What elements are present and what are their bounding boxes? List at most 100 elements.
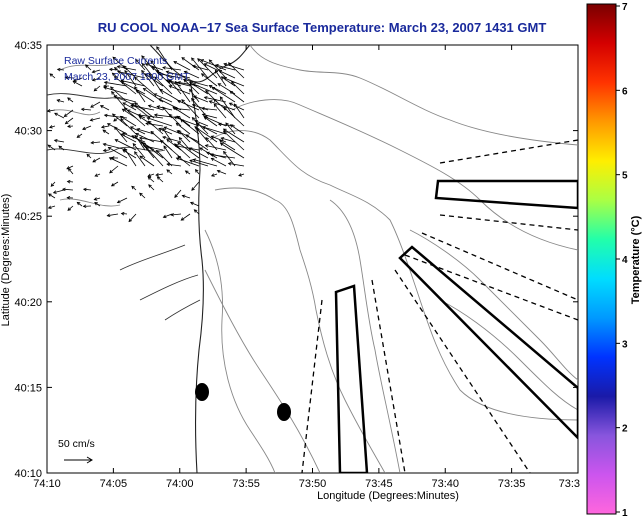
- current-vector-head: [112, 56, 117, 61]
- current-vector-head: [136, 127, 141, 132]
- current-vector: [67, 97, 74, 103]
- x-tick-label: 73:45: [365, 478, 393, 490]
- buoy-marker: [277, 403, 291, 421]
- current-vector-head: [91, 69, 96, 74]
- current-vector: [174, 116, 200, 127]
- current-vector-head: [102, 148, 107, 153]
- current-vector: [148, 120, 164, 135]
- current-vector-head: [64, 120, 69, 125]
- current-vector: [201, 73, 218, 87]
- current-vector: [223, 151, 236, 167]
- current-vector-head: [194, 126, 198, 130]
- current-vector-head: [208, 59, 213, 63]
- current-vector-head: [76, 134, 81, 138]
- current-vector: [192, 83, 218, 95]
- current-vector-head: [148, 72, 152, 77]
- current-vector-head: [162, 106, 166, 111]
- current-vector: [121, 213, 128, 215]
- current-vector-head: [191, 97, 195, 102]
- current-vector: [139, 192, 146, 199]
- current-vector: [109, 68, 119, 71]
- current-vector-head: [222, 128, 227, 132]
- current-vector-head: [119, 115, 124, 120]
- current-vector-head: [229, 124, 234, 128]
- current-vector-head: [223, 62, 228, 67]
- current-vector-head: [163, 126, 168, 130]
- current-vector: [85, 64, 92, 71]
- current-vector: [94, 173, 101, 177]
- current-vector: [231, 81, 245, 95]
- current-vector: [182, 195, 191, 199]
- current-vector-head: [103, 80, 108, 85]
- current-vector-head: [238, 173, 242, 177]
- current-vector: [130, 105, 155, 111]
- current-vector-head: [132, 143, 137, 147]
- current-vector-head: [111, 72, 116, 77]
- current-vector-head: [145, 146, 150, 151]
- current-vector-head: [154, 76, 158, 81]
- legend-line2: March 23, 2007 1500 GMT: [64, 71, 190, 83]
- bay-outline: [47, 93, 201, 321]
- current-vector-head: [113, 118, 117, 122]
- current-vector-head: [141, 55, 145, 59]
- current-vector-head: [147, 173, 152, 177]
- current-vector-head: [168, 85, 173, 89]
- current-vector-head: [220, 76, 225, 80]
- current-vector-head: [193, 209, 198, 213]
- current-vector-head: [109, 169, 113, 174]
- current-vector: [223, 107, 245, 127]
- current-vector: [91, 141, 101, 144]
- current-vector-head: [102, 142, 107, 147]
- current-vector-head: [192, 158, 197, 162]
- current-vector-head: [94, 202, 98, 206]
- current-vector-head: [93, 197, 98, 201]
- current-vector: [108, 147, 128, 159]
- current-vector-head: [50, 183, 55, 187]
- current-vector-head: [58, 145, 63, 150]
- current-vector-head: [114, 126, 118, 131]
- current-vector-head: [189, 201, 194, 206]
- current-vector-head: [205, 89, 209, 94]
- current-vector: [234, 103, 245, 119]
- current-vector: [109, 165, 119, 174]
- current-vector: [124, 107, 146, 127]
- current-vector: [220, 142, 245, 159]
- current-vector: [160, 140, 182, 159]
- current-vector: [148, 105, 164, 111]
- x-tick-label: 73:50: [299, 478, 327, 490]
- colorbar-tick-label: 3: [622, 339, 628, 350]
- current-vector-head: [200, 73, 205, 77]
- current-vector: [189, 89, 200, 103]
- current-vector-head: [134, 86, 138, 90]
- current-vector: [109, 157, 128, 167]
- current-vector: [131, 186, 137, 191]
- current-vector-head: [206, 151, 210, 156]
- current-vector: [181, 99, 200, 119]
- current-vector-head: [140, 141, 144, 145]
- current-vector: [210, 154, 236, 159]
- current-vector: [68, 168, 74, 175]
- current-vector: [185, 170, 191, 175]
- current-vector: [153, 93, 173, 103]
- current-vector-head: [211, 86, 216, 91]
- current-vector-head: [82, 204, 87, 209]
- current-vector: [195, 169, 200, 175]
- current-vector: [111, 181, 119, 187]
- x-tick-label: 74:05: [100, 478, 128, 490]
- current-vector: [158, 98, 182, 111]
- current-vector-head: [189, 159, 193, 163]
- current-vector-head: [201, 125, 206, 130]
- current-vector-head: [175, 122, 180, 127]
- current-vector: [166, 71, 191, 79]
- scale-label: 50 cm/s: [58, 438, 95, 450]
- current-vector-head: [201, 113, 206, 117]
- current-vector-head: [137, 113, 141, 118]
- current-vector: [140, 141, 155, 159]
- current-vector: [190, 202, 200, 207]
- current-vector-head: [66, 196, 71, 200]
- current-vector: [144, 73, 164, 87]
- current-vector: [141, 55, 155, 71]
- current-vector: [93, 85, 101, 92]
- current-vector: [67, 205, 74, 211]
